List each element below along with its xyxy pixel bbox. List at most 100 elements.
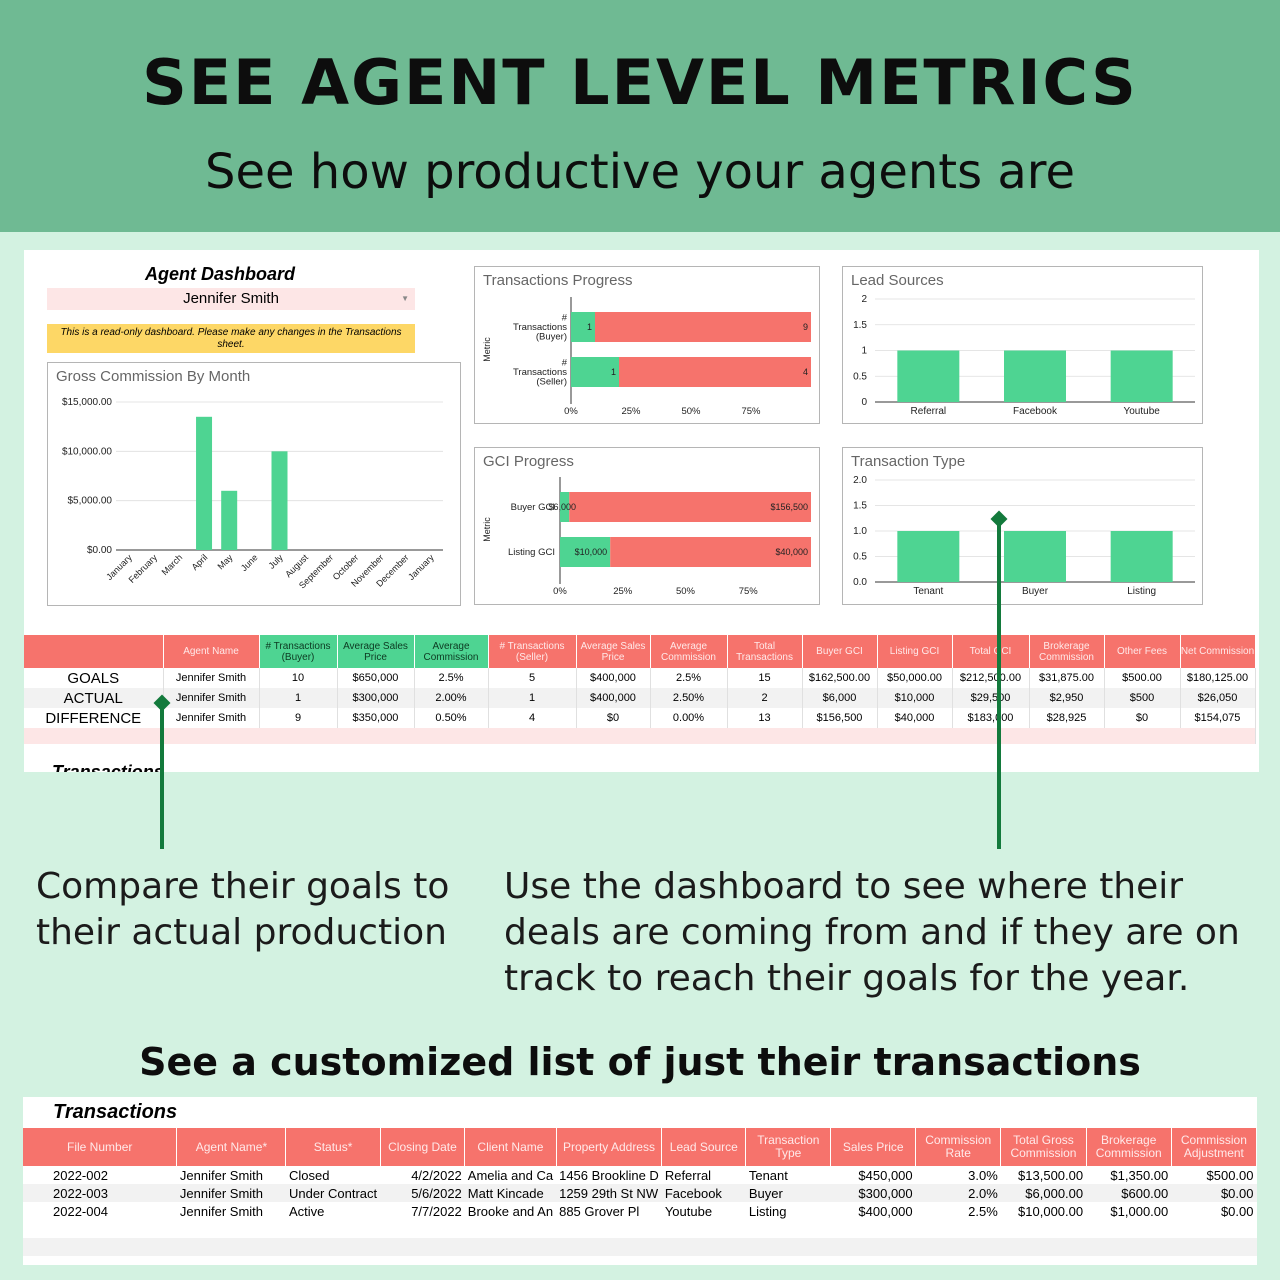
chevron-down-icon[interactable]: ▼: [401, 294, 409, 303]
transactions-cell[interactable]: Matt Kincade: [464, 1184, 557, 1202]
transactions-cell[interactable]: $300,000: [830, 1184, 916, 1202]
transactions-cell[interactable]: 2.5%: [968, 1203, 998, 1219]
transactions-header-cell[interactable]: Sales Price: [830, 1128, 917, 1166]
transactions-cell[interactable]: $500.00: [1206, 1167, 1254, 1183]
transactions-cell[interactable]: Youtube: [664, 1203, 713, 1219]
metrics-cell[interactable]: $2,950: [1029, 688, 1105, 708]
transactions-header-cell[interactable]: Closing Date: [380, 1128, 466, 1166]
table-row[interactable]: 2022-002 Jennifer Smith Closed 4/2/2022 Amel…: [23, 1166, 1257, 1184]
metrics-cell[interactable]: $40,000: [877, 708, 953, 728]
transactions-cell[interactable]: 1259 29th St NW: [556, 1184, 662, 1202]
transactions-header-cell[interactable]: Client Name: [464, 1128, 557, 1166]
transactions-cell[interactable]: $13,500.00: [1018, 1167, 1084, 1183]
metrics-cell[interactable]: $28,925: [1029, 708, 1105, 728]
metrics-cell[interactable]: $180,125.00: [1180, 668, 1256, 688]
transactions-cell[interactable]: Jennifer Smith: [176, 1184, 286, 1202]
metrics-cell[interactable]: 1: [488, 688, 577, 708]
transactions-header-cell[interactable]: Total Gross Commission: [1000, 1128, 1087, 1166]
metrics-cell[interactable]: Jennifer Smith: [163, 708, 260, 728]
transactions-cell[interactable]: $0.00: [1171, 1184, 1257, 1202]
transactions-cell[interactable]: Listing: [748, 1203, 787, 1219]
metrics-cell[interactable]: $154,075: [1180, 708, 1256, 728]
metrics-cell[interactable]: $650,000: [337, 668, 415, 688]
transactions-cell[interactable]: Jennifer Smith: [179, 1167, 263, 1183]
transactions-header-cell[interactable]: Lead Source: [661, 1128, 747, 1166]
metrics-cell[interactable]: $6,000: [802, 688, 878, 708]
metrics-cell[interactable]: $162,500.00: [802, 668, 878, 688]
metrics-cell[interactable]: 2.50%: [650, 688, 728, 708]
transactions-cell[interactable]: Tenant: [748, 1167, 788, 1183]
transactions-cell[interactable]: Brooke and An: [467, 1203, 554, 1219]
transactions-cell[interactable]: 2022-002: [53, 1167, 108, 1183]
metrics-cell[interactable]: 13: [727, 708, 803, 728]
transactions-header-cell[interactable]: Brokerage Commission: [1086, 1128, 1172, 1166]
metrics-cell[interactable]: 10: [259, 668, 338, 688]
table-row[interactable]: 2022-003 Jennifer Smith Under Contract 5/6/…: [23, 1184, 1257, 1202]
metrics-cell[interactable]: 2.00%: [414, 688, 489, 708]
transactions-cell[interactable]: $10,000.00: [1018, 1203, 1084, 1219]
transactions-cell[interactable]: $0.00: [1220, 1203, 1254, 1219]
transactions-header-cell[interactable]: Status*: [285, 1128, 381, 1166]
metrics-cell[interactable]: 1: [259, 688, 338, 708]
transactions-cell[interactable]: 7/7/2022: [411, 1203, 462, 1219]
transactions-cell[interactable]: 2022-003: [23, 1184, 177, 1202]
transactions-cell[interactable]: Facebook: [661, 1184, 746, 1202]
metrics-cell[interactable]: $31,875.00: [1029, 668, 1105, 688]
metrics-cell[interactable]: 2.5%: [650, 668, 728, 688]
data-label: $40,000: [775, 547, 808, 557]
transactions-cell[interactable]: Active: [288, 1203, 325, 1219]
transactions-cell[interactable]: Buyer: [745, 1184, 831, 1202]
transactions-cell[interactable]: $1,000.00: [1110, 1203, 1169, 1219]
transactions-cell[interactable]: $1,350.00: [1110, 1167, 1169, 1183]
metrics-cell[interactable]: $50,000.00: [877, 668, 953, 688]
transactions-header-cell[interactable]: Commission Rate: [915, 1128, 1002, 1166]
metrics-cell[interactable]: $0: [1104, 708, 1181, 728]
metrics-cell[interactable]: 15: [727, 668, 803, 688]
transactions-cell[interactable]: 2022-004: [53, 1203, 108, 1219]
transactions-cell[interactable]: 2.0%: [915, 1184, 1001, 1202]
metrics-cell[interactable]: Jennifer Smith: [163, 668, 260, 688]
transactions-cell[interactable]: 1456 Brookline D: [559, 1167, 659, 1183]
transactions-header-cell[interactable]: Commission Adjustment: [1171, 1128, 1257, 1166]
table-row[interactable]: 2022-004 Jennifer Smith Active 7/7/2022 Broo…: [23, 1202, 1257, 1220]
metrics-cell[interactable]: 0.50%: [414, 708, 489, 728]
metrics-cell[interactable]: $29,500: [952, 688, 1030, 708]
transactions-cell[interactable]: $400,000: [858, 1203, 913, 1219]
metrics-cell[interactable]: $156,500: [802, 708, 878, 728]
metrics-cell[interactable]: $400,000: [576, 668, 651, 688]
metrics-cell[interactable]: $212,500.00: [952, 668, 1030, 688]
metrics-cell[interactable]: 0.00%: [650, 708, 728, 728]
transactions-header-cell[interactable]: File Number: [23, 1128, 178, 1166]
metrics-cell[interactable]: Jennifer Smith: [163, 688, 260, 708]
metrics-cell[interactable]: 2.5%: [414, 668, 489, 688]
metrics-cell[interactable]: 9: [259, 708, 338, 728]
transactions-header-cell[interactable]: Agent Name*: [176, 1128, 287, 1166]
transactions-cell[interactable]: Amelia and Ca: [467, 1167, 554, 1183]
agent-select[interactable]: Jennifer Smith ▼: [47, 288, 415, 310]
transactions-header-cell[interactable]: Transaction Type: [745, 1128, 832, 1166]
transactions-cell[interactable]: 4/2/2022: [411, 1167, 462, 1183]
transactions-cell[interactable]: 3.0%: [968, 1167, 998, 1183]
transactions-cell[interactable]: $6,000.00: [1000, 1184, 1087, 1202]
transactions-cell[interactable]: Referral: [664, 1167, 712, 1183]
transactions-cell[interactable]: Closed: [288, 1167, 330, 1183]
metrics-cell[interactable]: $500.00: [1104, 668, 1181, 688]
transactions-cell[interactable]: $450,000: [858, 1167, 913, 1183]
metrics-cell[interactable]: $26,050: [1180, 688, 1256, 708]
transactions-cell[interactable]: 885 Grover Pl: [559, 1203, 640, 1219]
transactions-cell[interactable]: $600.00: [1086, 1184, 1172, 1202]
metrics-cell[interactable]: 4: [488, 708, 577, 728]
transactions-cell[interactable]: Under Contract: [285, 1184, 381, 1202]
transactions-cell[interactable]: 5/6/2022: [380, 1184, 465, 1202]
transactions-cell[interactable]: Jennifer Smith: [179, 1203, 263, 1219]
metrics-cell[interactable]: $10,000: [877, 688, 953, 708]
metrics-cell[interactable]: $500: [1104, 688, 1181, 708]
metrics-cell[interactable]: $300,000: [337, 688, 415, 708]
metrics-cell[interactable]: 2: [727, 688, 803, 708]
metrics-cell[interactable]: $0: [576, 708, 651, 728]
metrics-cell[interactable]: 5: [488, 668, 577, 688]
metrics-cell[interactable]: $400,000: [576, 688, 651, 708]
transactions-header-cell[interactable]: Property Address: [556, 1128, 663, 1166]
metrics-cell[interactable]: $183,000: [952, 708, 1030, 728]
metrics-cell[interactable]: $350,000: [337, 708, 415, 728]
